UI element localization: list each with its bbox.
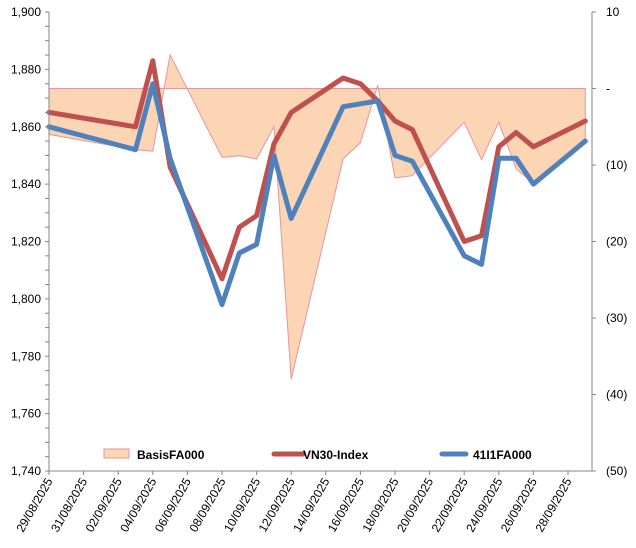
legend-label-41i1: 41I1FA000 [473,448,532,462]
line-41i1fa000 [46,81,588,308]
line-layer [46,58,588,308]
left-tick-label: 1,900 [11,5,41,19]
legend: BasisFA000 VN30-Index 41I1FA000 [103,448,532,462]
right-tick-label: (10) [606,158,627,172]
right-tick-label: (40) [606,388,627,402]
right-tick-label: (20) [606,235,627,249]
left-tick-label: 1,800 [11,292,41,306]
left-tick-label: 1,840 [11,177,41,191]
left-tick-label: 1,820 [11,235,41,249]
legend-label-vn30: VN30-Index [303,448,369,462]
left-tick-label: 1,740 [11,464,41,478]
right-tick-label: (30) [606,311,627,325]
left-tick-label: 1,880 [11,62,41,76]
right-tick-label: 10 [606,5,620,19]
right-tick-label: (50) [606,464,627,478]
left-tick-label: 1,780 [11,349,41,363]
legend-label-basis: BasisFA000 [137,448,205,462]
left-tick-label: 1,860 [11,120,41,134]
basis-area-layer [48,53,586,380]
left-tick-label: 1,760 [11,407,41,421]
right-tick-label: - [606,82,610,96]
basis-area [48,53,586,380]
legend-swatch-basis [103,448,130,459]
